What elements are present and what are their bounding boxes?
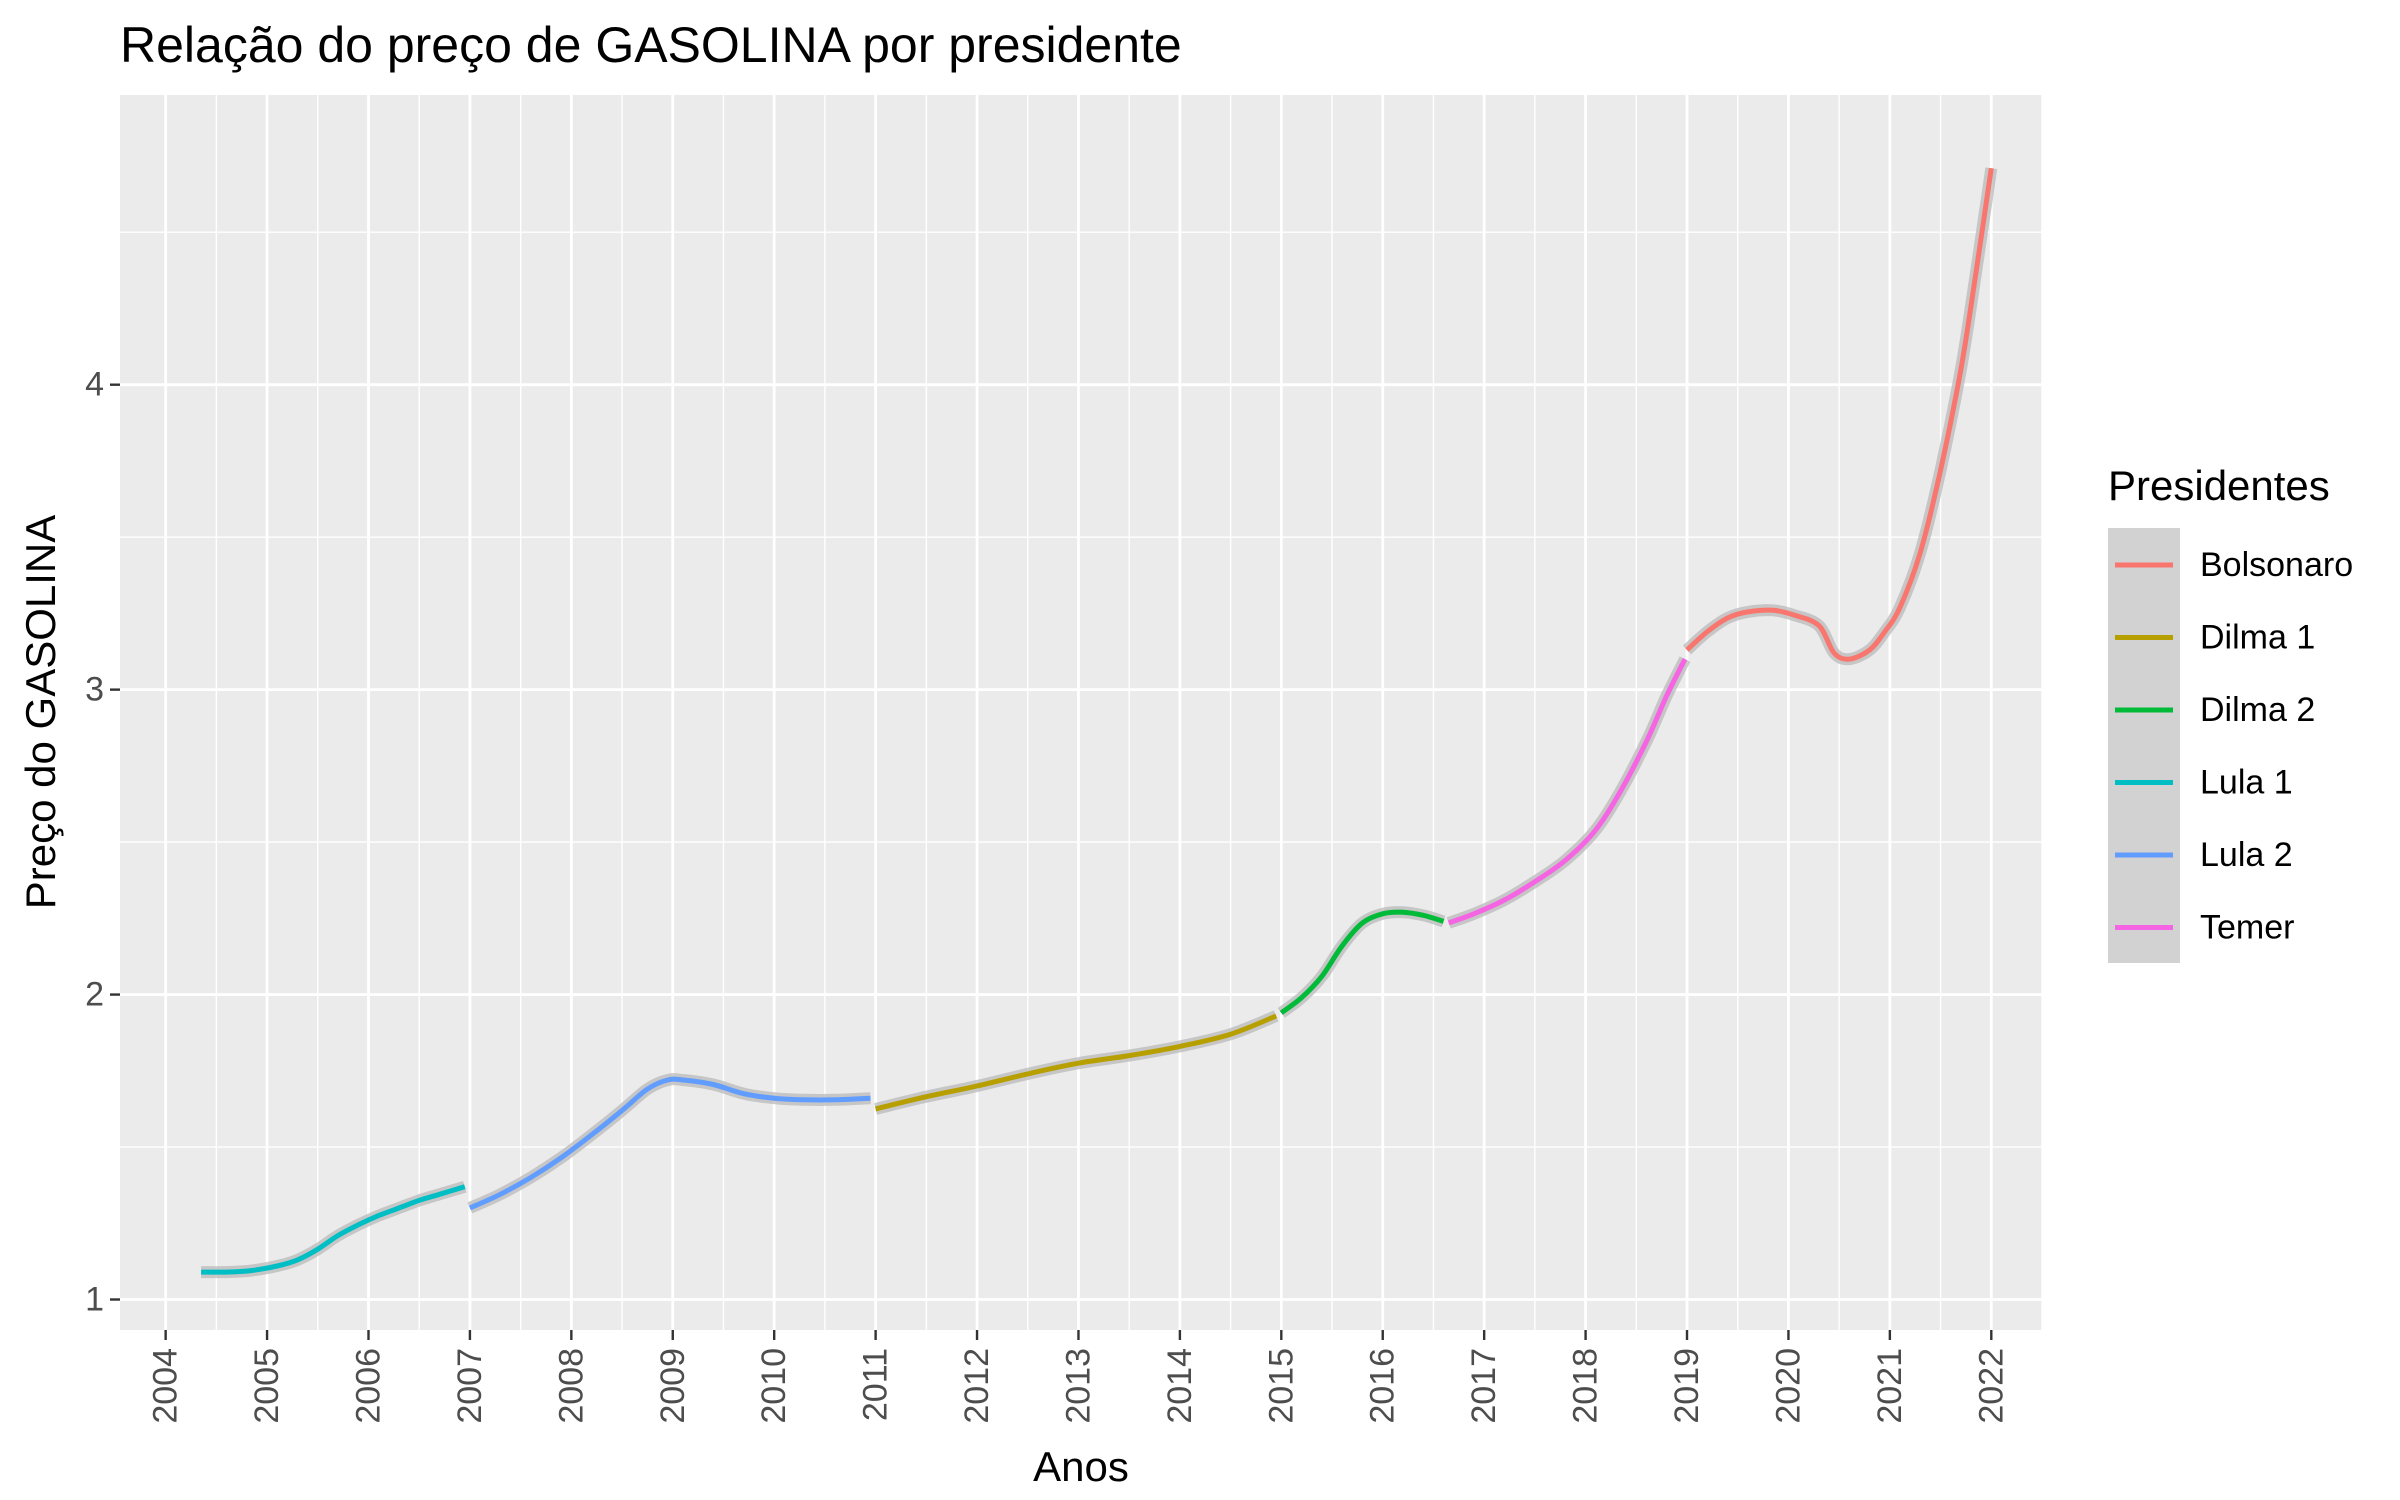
plot-panel [120, 95, 2042, 1330]
x-tick-label: 2006 [349, 1348, 387, 1424]
grid-major [120, 95, 2042, 1330]
series-line-lula-2 [468, 1076, 871, 1211]
legend-label-bolsonaro: Bolsonaro [2200, 546, 2353, 584]
series-line-lula-1 [201, 1184, 466, 1275]
series-layer [201, 167, 1998, 1279]
legend-key-background [2108, 528, 2180, 963]
x-tick-label: 2020 [1769, 1348, 1807, 1424]
legend-label-dilma-1: Dilma 1 [2200, 619, 2315, 657]
x-tick-label: 2017 [1465, 1348, 1503, 1424]
legend: Presidentes Bolsonaro Dilma 1 Dilma 2 Lula … [2108, 462, 2353, 963]
x-tick-label: 2010 [755, 1348, 793, 1424]
legend-title: Presidentes [2108, 462, 2330, 509]
legend-label-temer: Temer [2200, 909, 2294, 947]
x-tick-label: 2008 [552, 1348, 590, 1424]
legend-label-lula-1: Lula 1 [2200, 764, 2293, 802]
x-tick-label: 2012 [958, 1348, 996, 1424]
series-line-dilma-2 [1279, 909, 1445, 1015]
x-tick-label: 2005 [248, 1348, 286, 1424]
series-line-dilma-1 [875, 1013, 1278, 1112]
x-tick-label: 2013 [1059, 1348, 1097, 1424]
x-axis-title: Anos [1033, 1443, 1129, 1490]
y-tick-label: 1 [85, 1281, 104, 1319]
x-tick-label: 2014 [1161, 1348, 1199, 1424]
chart-title: Relação do preço de GASOLINA por preside… [120, 17, 1182, 73]
x-tick-label: 2004 [147, 1348, 185, 1424]
x-tick-label: 2011 [857, 1348, 895, 1421]
series-line-temer [1447, 657, 1688, 926]
x-tick-label: 2009 [654, 1348, 692, 1424]
x-tick-label: 2021 [1871, 1348, 1909, 1424]
y-tick-label: 4 [85, 366, 104, 404]
x-tick-label: 2016 [1364, 1348, 1402, 1424]
x-tick-label: 2018 [1567, 1348, 1605, 1424]
series-line-bolsonaro [1685, 167, 1994, 662]
legend-label-dilma-2: Dilma 2 [2200, 691, 2315, 729]
x-tick-label: 2007 [451, 1348, 489, 1424]
y-tick-label: 3 [85, 671, 104, 709]
y-axis-title: Preço do GASOLINA [17, 515, 64, 910]
x-tick-label: 2022 [1972, 1348, 2010, 1424]
y-tick-label: 2 [85, 976, 104, 1014]
x-axis: 2004 2005 2006 2007 2008 2009 2010 2011 2012 2013… [147, 1330, 2010, 1424]
grid-minor [120, 95, 2043, 1330]
x-tick-label: 2015 [1262, 1348, 1300, 1424]
legend-label-lula-2: Lula 2 [2200, 836, 2293, 874]
y-axis: 1 2 3 4 [85, 366, 120, 1319]
x-tick-label: 2019 [1668, 1348, 1706, 1424]
